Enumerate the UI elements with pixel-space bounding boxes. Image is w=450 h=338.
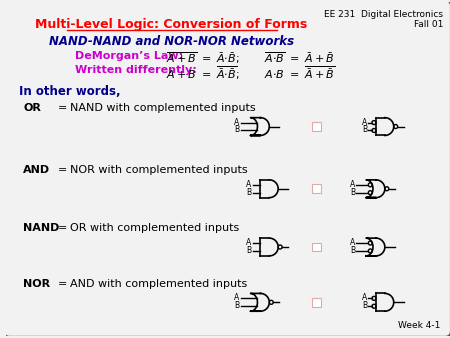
Text: NAND with complemented inputs: NAND with complemented inputs bbox=[70, 103, 256, 113]
Text: $A+B\ =\ \overline{\bar{A}{\cdot}\bar{B}};$: $A+B\ =\ \overline{\bar{A}{\cdot}\bar{B}… bbox=[166, 64, 239, 82]
Text: B: B bbox=[234, 125, 240, 135]
Text: NOR: NOR bbox=[23, 279, 50, 289]
Text: DeMorgan’s Law:: DeMorgan’s Law: bbox=[75, 51, 183, 62]
Text: $\overline{A+B}\ =\ \bar{A}{\cdot}\bar{B};$: $\overline{A+B}\ =\ \bar{A}{\cdot}\bar{B… bbox=[166, 50, 239, 66]
Text: AND: AND bbox=[23, 165, 50, 175]
FancyBboxPatch shape bbox=[4, 0, 450, 337]
Text: B: B bbox=[362, 125, 367, 135]
Text: A: A bbox=[234, 118, 240, 127]
Text: =: = bbox=[58, 103, 68, 113]
Text: A: A bbox=[362, 118, 367, 127]
Text: A: A bbox=[350, 180, 355, 189]
Bar bbox=[312, 122, 321, 131]
Text: B: B bbox=[350, 246, 355, 255]
Text: B: B bbox=[247, 246, 252, 255]
Text: A: A bbox=[246, 238, 252, 247]
Text: AND with complemented inputs: AND with complemented inputs bbox=[70, 279, 247, 289]
Text: $\overline{A{\cdot}B}\ =\ \bar{A}+\bar{B}$: $\overline{A{\cdot}B}\ =\ \bar{A}+\bar{B… bbox=[264, 50, 335, 65]
Text: Multi-Level Logic: Conversion of Forms: Multi-Level Logic: Conversion of Forms bbox=[36, 18, 308, 31]
Bar bbox=[312, 184, 321, 193]
Text: =: = bbox=[58, 279, 68, 289]
Text: $A{\cdot}B\ =\ \overline{\bar{A}+\bar{B}}$: $A{\cdot}B\ =\ \overline{\bar{A}+\bar{B}… bbox=[264, 64, 336, 81]
Text: OR: OR bbox=[23, 103, 41, 113]
Text: A: A bbox=[234, 293, 240, 303]
Bar bbox=[312, 243, 321, 251]
Text: A: A bbox=[246, 180, 252, 189]
Text: =: = bbox=[58, 165, 68, 175]
Text: =: = bbox=[58, 223, 68, 233]
Text: Week 4-1: Week 4-1 bbox=[398, 321, 440, 330]
Text: B: B bbox=[234, 301, 240, 310]
Text: A: A bbox=[362, 293, 367, 303]
Text: B: B bbox=[247, 188, 252, 197]
Text: NAND-NAND and NOR-NOR Networks: NAND-NAND and NOR-NOR Networks bbox=[49, 35, 294, 48]
Text: A: A bbox=[350, 238, 355, 247]
Bar bbox=[312, 298, 321, 307]
Text: OR with complemented inputs: OR with complemented inputs bbox=[70, 223, 239, 233]
Text: B: B bbox=[362, 301, 367, 310]
Text: In other words,: In other words, bbox=[19, 85, 121, 98]
Text: NAND: NAND bbox=[23, 223, 60, 233]
Text: NOR with complemented inputs: NOR with complemented inputs bbox=[70, 165, 248, 175]
Text: B: B bbox=[350, 188, 355, 197]
Text: EE 231  Digital Electronics
Fall 01: EE 231 Digital Electronics Fall 01 bbox=[324, 10, 443, 29]
Text: Written differently:: Written differently: bbox=[75, 65, 197, 75]
